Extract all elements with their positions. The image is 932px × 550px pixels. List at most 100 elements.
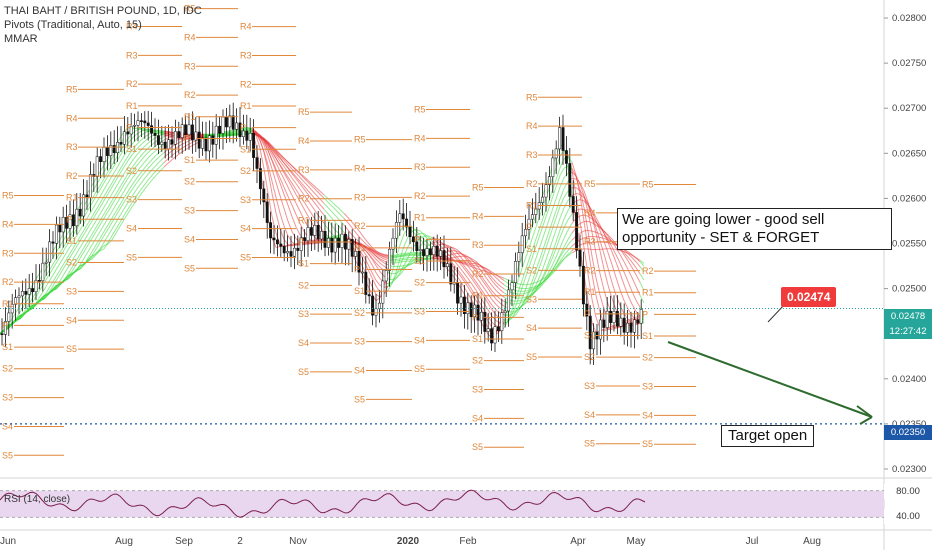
- candle-body: [24, 291, 28, 295]
- ribbon-line: [487, 288, 493, 295]
- ribbon-line: [627, 295, 633, 305]
- ribbon-line: [523, 281, 529, 294]
- ribbon-line: [63, 232, 69, 240]
- ribbon-line: [43, 283, 49, 291]
- target-note[interactable]: Target open: [721, 425, 815, 447]
- ribbon-line: [123, 213, 129, 220]
- pivot-label: S5: [354, 394, 365, 404]
- candle-body: [289, 251, 293, 257]
- ribbon-line: [67, 249, 73, 258]
- ribbon-line: [627, 308, 633, 316]
- ribbon-line: [603, 241, 609, 244]
- ribbon-line: [575, 176, 581, 190]
- ribbon-line: [307, 190, 313, 196]
- ribbon-line: [295, 169, 301, 175]
- ribbon-line: [359, 245, 365, 250]
- ribbon-line: [339, 220, 345, 226]
- ribbon-line: [263, 151, 269, 166]
- candle-body: [435, 245, 439, 257]
- ribbon-line: [119, 197, 125, 206]
- pivot-label: S2: [642, 353, 653, 363]
- ribbon-line: [471, 283, 477, 291]
- ribbon-line: [311, 185, 317, 191]
- ribbon-line: [99, 224, 105, 232]
- ribbon-line: [379, 271, 385, 277]
- ribbon-line: [463, 265, 469, 272]
- symbol-title[interactable]: THAI BAHT / BRITISH POUND, 1D, IDC: [4, 5, 202, 17]
- price-badge[interactable]: 0.02474: [781, 287, 837, 307]
- ribbon-line: [543, 253, 549, 266]
- ribbon-line: [479, 266, 485, 269]
- ribbon-line: [339, 213, 345, 219]
- ribbon-line: [499, 289, 505, 294]
- ribbon-line: [111, 232, 117, 241]
- ribbon-line: [79, 264, 85, 270]
- ribbon-line: [491, 304, 497, 311]
- y-tick-label: 0.02300: [892, 464, 926, 475]
- ribbon-line: [599, 240, 605, 255]
- x-tick-label: Feb: [459, 536, 477, 547]
- badge-pointer: [767, 303, 786, 323]
- ribbon-line: [403, 257, 409, 259]
- ribbon-line: [383, 255, 389, 257]
- ribbon-line: [447, 249, 453, 255]
- ribbon-line: [135, 184, 141, 191]
- ribbon-line: [527, 250, 533, 263]
- ribbon-line: [527, 283, 533, 285]
- ribbon-line: [563, 190, 569, 198]
- ribbon-line: [111, 204, 117, 212]
- ribbon-line: [475, 263, 481, 270]
- ribbon-line: [127, 167, 133, 175]
- candle-body: [524, 229, 528, 237]
- ribbon-line: [527, 293, 533, 297]
- ribbon-line: [95, 249, 101, 255]
- ribbon-line: [359, 246, 365, 253]
- pivot-label: S4: [2, 421, 13, 431]
- ribbon-line: [155, 166, 161, 172]
- ribbon-line: [319, 190, 325, 196]
- ribbon-line: [495, 309, 501, 314]
- pivots-legend[interactable]: Pivots (Traditional, Auto, 15): [4, 19, 142, 31]
- ribbon-line: [111, 211, 117, 219]
- ribbon-line: [463, 263, 469, 267]
- ribbon-line: [119, 191, 125, 199]
- ribbon-line: [423, 235, 429, 237]
- ribbon-line: [403, 264, 409, 267]
- ribbon-line: [631, 277, 637, 287]
- pivot-label: S3: [526, 294, 537, 304]
- candle-body: [425, 248, 429, 256]
- ribbon-line: [259, 148, 265, 169]
- ribbon-line: [19, 313, 25, 316]
- ribbon-line: [163, 132, 169, 135]
- mmar-legend[interactable]: MMAR: [4, 33, 38, 45]
- ribbon-line: [623, 300, 629, 310]
- pivot-label: R1: [472, 291, 484, 301]
- ribbon-line: [451, 262, 457, 268]
- ribbon-line: [107, 182, 113, 190]
- ribbon-line: [483, 282, 489, 289]
- ribbon-line: [151, 155, 157, 160]
- ribbon-line: [291, 204, 297, 215]
- ribbon-line: [279, 155, 285, 161]
- ribbon-line: [491, 293, 497, 300]
- ribbon-line: [139, 189, 145, 196]
- ribbon-line: [499, 281, 505, 286]
- ribbon-line: [59, 280, 65, 286]
- ribbon-line: [559, 227, 565, 238]
- ribbon-line: [67, 260, 73, 268]
- ribbon-line: [631, 254, 637, 258]
- ribbon-line: [535, 275, 541, 286]
- ribbon-line: [531, 258, 537, 271]
- pivot-label: S5: [2, 450, 13, 460]
- sell-note[interactable]: We are going lower - good sell opportuni…: [617, 208, 892, 250]
- ribbon-line: [459, 261, 465, 265]
- ribbon-line: [283, 172, 289, 181]
- ribbon-line: [135, 195, 141, 202]
- ribbon-line: [107, 222, 113, 230]
- ribbon-line: [571, 250, 577, 254]
- ribbon-line: [579, 189, 585, 208]
- ribbon-line: [275, 150, 281, 155]
- pivot-label: S4: [240, 224, 251, 234]
- ribbon-line: [519, 297, 525, 299]
